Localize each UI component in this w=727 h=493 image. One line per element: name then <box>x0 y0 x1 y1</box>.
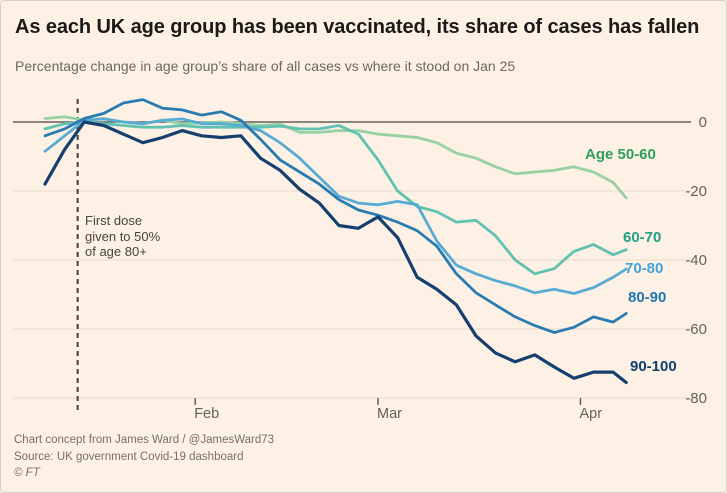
x-tick-label: Feb <box>194 406 219 422</box>
footer-source: Source: UK government Covid-19 dashboard <box>14 450 244 463</box>
footer-credit: Chart concept from James Ward / @JamesWa… <box>14 434 275 446</box>
series-label-90-100: 90-100 <box>630 358 677 375</box>
chart-footer: Chart concept from James Ward / @JamesWa… <box>14 432 714 482</box>
y-tick-label: -60 <box>685 321 707 338</box>
y-tick-label: 0 <box>699 114 707 131</box>
y-tick-label: -80 <box>685 390 707 407</box>
series-label-70-80: 70-80 <box>625 260 664 277</box>
line-age-50-60 <box>43 115 628 200</box>
line-70-80 <box>43 117 628 295</box>
series-label-60-70: 60-70 <box>623 229 662 246</box>
vline-annotation: First dose given to 50% of age 80+ <box>85 213 161 259</box>
chart-title: As each UK age group has been vaccinated… <box>15 16 700 38</box>
x-tick-label: Apr <box>579 406 602 422</box>
footer-copyright: © FT <box>14 467 40 479</box>
y-tick-label: -20 <box>685 183 707 200</box>
x-tick-label: Mar <box>377 406 402 422</box>
series-label-80-90: 80-90 <box>628 289 667 306</box>
series-label-age-50-60: Age 50-60 <box>585 146 656 163</box>
chart-subtitle: Percentage change in age group’s share o… <box>15 58 516 74</box>
y-tick-label: -40 <box>685 252 707 269</box>
